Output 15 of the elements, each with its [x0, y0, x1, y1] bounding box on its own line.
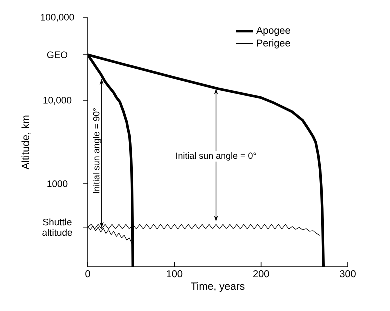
annotation: Initial sun angle = 0° — [176, 152, 256, 161]
x-axis-title: Time, years — [191, 282, 245, 292]
y-tick-label: 100,000 — [41, 14, 74, 22]
x-tick-label: 100 — [167, 270, 183, 278]
legend-label: Perigee — [257, 39, 290, 49]
y-axis-title: Altitude, km — [22, 116, 31, 170]
annotation: Initial sun angle = 90° — [93, 108, 102, 194]
legend-label: Apogee — [256, 27, 290, 36]
x-tick-label: 0 — [86, 270, 90, 278]
y-tick-label: GEO — [47, 52, 68, 58]
x-tick-label: 300 — [340, 270, 356, 278]
y-tick-label: 1000 — [48, 180, 68, 188]
y-tick-label: 10,000 — [44, 97, 72, 105]
y-tick-label: Shuttle altitude — [42, 218, 72, 236]
x-tick-label: 200 — [254, 270, 270, 278]
